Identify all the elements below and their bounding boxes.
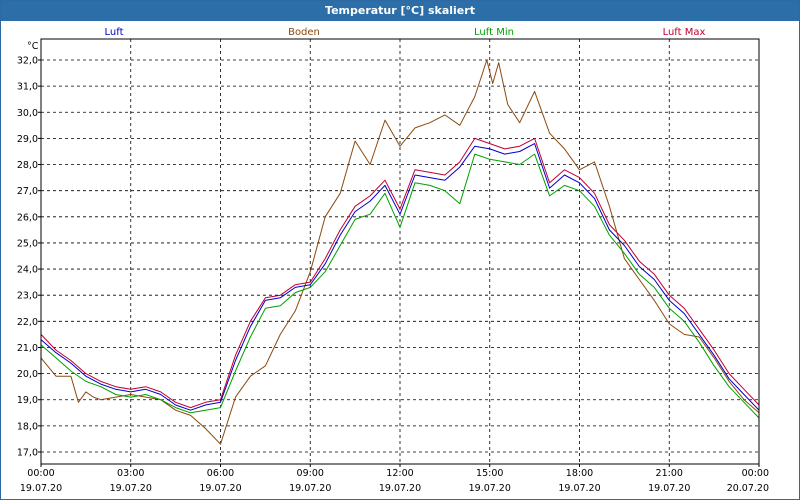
x-tick-date: 19.07.20 (110, 483, 152, 494)
y-tick-label: 22,0 (17, 317, 38, 328)
y-tick-label: 31,0 (17, 82, 38, 93)
x-tick-date: 19.07.20 (558, 483, 600, 494)
y-tick-label: 25,0 (17, 238, 38, 249)
x-tick-date: 19.07.20 (469, 483, 511, 494)
x-tick-date: 19.07.20 (648, 483, 690, 494)
y-tick-label: 17,0 (17, 448, 38, 459)
x-tick-date: 19.07.20 (199, 483, 241, 494)
x-tick-time: 18:00 (566, 468, 593, 479)
y-tick-label: 30,0 (17, 108, 38, 119)
legend-item: Boden (288, 27, 320, 38)
legend-item: Luft (105, 27, 124, 38)
y-tick-label: 20,0 (17, 369, 38, 380)
series-line-luft-max (40, 137, 760, 409)
x-tick-time: 00:00 (742, 468, 769, 479)
series-lines (40, 59, 760, 445)
y-tick-label: 24,0 (17, 265, 38, 276)
series-line-boden (40, 59, 760, 445)
x-tick-time: 09:00 (297, 468, 324, 479)
y-tick-label: 19,0 (17, 395, 38, 406)
legend-item: Luft Max (663, 27, 706, 38)
y-axis-ticks: 17,0 18,0 19,0 20,0 21,0 22,0 23,0 24,0 25,0 26,0… (17, 56, 41, 459)
window-title: Temperatur [°C] skaliert (1, 1, 799, 21)
series-line-luft (40, 143, 760, 411)
x-tick-date: 19.07.20 (379, 483, 421, 494)
legend-item: Luft Min (474, 27, 514, 38)
y-tick-label: 28,0 (17, 160, 38, 171)
grid (41, 39, 759, 464)
x-tick-time: 06:00 (207, 468, 234, 479)
y-tick-label: 26,0 (17, 212, 38, 223)
x-axis-ticks: 00:00 19.07.20 03:00 19.07.20 06:00 19.07.20 0… (20, 464, 769, 494)
y-tick-label: 32,0 (17, 56, 38, 67)
x-tick-date: 19.07.20 (289, 483, 331, 494)
y-axis-label: °C (27, 41, 39, 52)
x-tick-time: 00:00 (27, 468, 54, 479)
x-tick-time: 03:00 (117, 468, 144, 479)
x-tick-time: 21:00 (656, 468, 683, 479)
y-tick-label: 21,0 (17, 343, 38, 354)
y-tick-label: 27,0 (17, 186, 38, 197)
x-tick-time: 12:00 (386, 468, 413, 479)
x-tick-date: 19.07.20 (20, 483, 62, 494)
y-tick-label: 23,0 (17, 291, 38, 302)
x-tick-time: 15:00 (476, 468, 503, 479)
x-tick-date: 20.07.20 (727, 483, 769, 494)
series-line-luft-min (40, 153, 760, 419)
y-tick-label: 29,0 (17, 134, 38, 145)
y-tick-label: 18,0 (17, 421, 38, 432)
legend: Luft Boden Luft Min Luft Max (105, 27, 706, 38)
